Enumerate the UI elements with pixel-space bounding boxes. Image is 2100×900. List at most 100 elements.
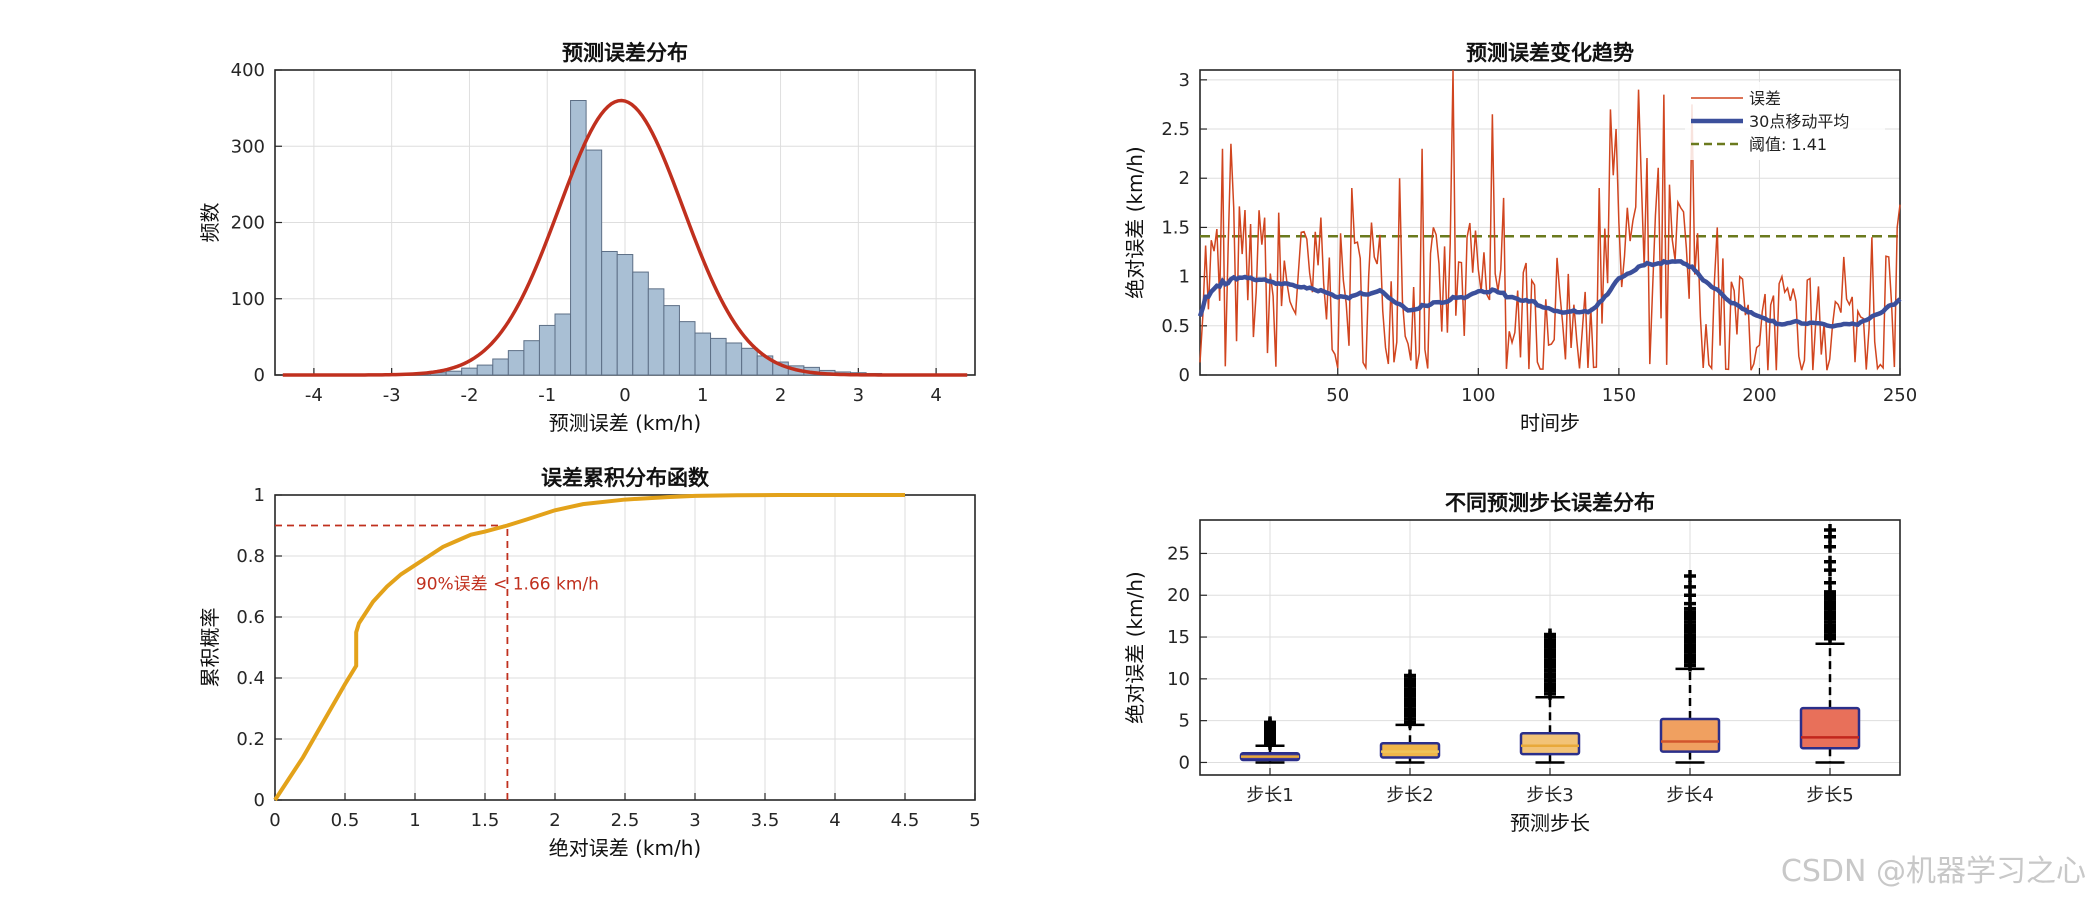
outlier-marker	[1404, 669, 1416, 682]
x-tick-label: -2	[460, 385, 478, 406]
box-4	[1659, 570, 1721, 764]
y-axis-label: 累积概率	[198, 608, 222, 688]
x-tick-label: 1	[697, 385, 708, 406]
histogram-bar	[554, 313, 572, 376]
chart-title: 误差累积分布函数	[541, 466, 710, 490]
y-tick-label: 1.5	[1161, 217, 1190, 238]
y-tick-label: 0	[254, 790, 265, 811]
histogram-bar	[461, 367, 478, 376]
histogram-bar	[507, 350, 525, 376]
x-tick-label: -3	[383, 385, 401, 406]
axes-frame	[1199, 69, 1901, 376]
y-tick-label: 2	[1179, 168, 1190, 189]
y-tick-label: 0.6	[236, 607, 265, 628]
y-axis-label: 绝对误差 (km/h)	[1123, 146, 1147, 298]
x-axis-label: 预测误差 (km/h)	[549, 411, 701, 435]
x-tick-label: -4	[305, 385, 323, 406]
x-tick-label: 50	[1326, 385, 1349, 406]
chart-title: 不同预测步长误差分布	[1445, 491, 1655, 515]
x-tick-label: 0	[619, 385, 630, 406]
histogram-bar	[445, 370, 463, 376]
y-tick-label: 25	[1167, 543, 1190, 564]
chart-title: 预测误差变化趋势	[1466, 41, 1634, 65]
y-tick-label: 1	[254, 485, 265, 506]
histogram-bar	[647, 288, 665, 376]
outlier-marker	[1684, 570, 1696, 583]
y-tick-label: 300	[231, 136, 265, 157]
y-tick-label: 10	[1167, 669, 1190, 690]
x-tick-label: 100	[1461, 385, 1495, 406]
outlier-marker	[1544, 628, 1556, 641]
y-tick-label: 100	[231, 289, 265, 310]
reference-annotation: 90%误差 < 1.66 km/h	[416, 575, 599, 595]
outlier-marker	[1684, 580, 1696, 593]
histogram-bar	[741, 347, 758, 376]
outlier-marker	[1824, 540, 1836, 553]
y-tick-label: 15	[1167, 627, 1190, 648]
x-tick-label: 1	[409, 810, 420, 831]
box-3	[1519, 628, 1581, 764]
box-5	[1799, 524, 1861, 764]
x-axis-label: 预测步长	[1510, 811, 1590, 835]
histogram-bar	[476, 364, 494, 376]
error-line	[1199, 69, 1901, 371]
x-axis-label: 绝对误差 (km/h)	[549, 836, 701, 860]
x-tick-label: 1.5	[471, 810, 500, 831]
outlier-marker	[1824, 555, 1836, 568]
box-iqr	[1379, 741, 1441, 759]
x-tick-label: -1	[538, 385, 556, 406]
x-tick-label: 0	[269, 810, 280, 831]
histogram-bar	[663, 305, 680, 376]
histogram-bar	[616, 254, 634, 376]
x-tick-label: 2	[549, 810, 560, 831]
legend-label: 30点移动平均	[1749, 112, 1849, 131]
y-tick-label: 0.8	[236, 546, 265, 567]
moving-average-line	[1197, 258, 1902, 329]
y-tick-label: 0.2	[236, 729, 265, 750]
y-tick-label: 0	[1179, 752, 1190, 773]
y-tick-label: 400	[231, 60, 265, 81]
x-tick-label: 步长4	[1666, 785, 1713, 806]
histogram-bar	[492, 358, 509, 376]
y-tick-label: 0.5	[1161, 316, 1190, 337]
y-tick-label: 1	[1179, 267, 1190, 288]
y-tick-label: 0	[254, 365, 265, 386]
x-tick-label: 4	[930, 385, 941, 406]
histogram-bar	[601, 250, 618, 376]
outlier-marker	[1824, 524, 1836, 537]
legend-label: 误差	[1749, 89, 1781, 108]
histogram-bar	[523, 340, 540, 376]
y-tick-label: 3	[1179, 70, 1190, 91]
x-tick-label: 5	[969, 810, 980, 831]
x-tick-label: 2.5	[611, 810, 640, 831]
box-iqr	[1799, 706, 1861, 750]
x-tick-label: 步长3	[1526, 785, 1573, 806]
histogram-bar	[632, 271, 649, 376]
histogram-bar	[725, 342, 743, 376]
x-tick-label: 4	[829, 810, 840, 831]
cdf-chart: 0 0.2 0.4 0.6 0.8 1 0 0.5 1 1.5 2 2.5 3 3.5 4 4.5 5 误差累积分…	[198, 466, 981, 860]
y-tick-label: 2.5	[1161, 119, 1190, 140]
normal-fit-curve	[282, 98, 968, 377]
chart-title: 预测误差分布	[562, 41, 688, 65]
box-2	[1379, 669, 1441, 764]
y-axis-label: 频数	[198, 203, 222, 243]
y-tick-label: 5	[1179, 711, 1190, 732]
y-tick-label: 0.4	[236, 668, 265, 689]
y-tick-label: 200	[231, 213, 265, 234]
x-tick-label: 150	[1602, 385, 1636, 406]
x-tick-label: 0.5	[331, 810, 360, 831]
box-iqr	[1659, 717, 1721, 753]
legend-label: 阈值: 1.41	[1749, 135, 1827, 154]
box-iqr	[1519, 731, 1581, 756]
x-tick-label: 步长2	[1386, 785, 1433, 806]
cdf-line	[273, 493, 905, 802]
x-tick-label: 200	[1742, 385, 1776, 406]
watermark: CSDN @机器学习之心	[1780, 854, 2086, 889]
x-tick-label: 3.5	[751, 810, 780, 831]
